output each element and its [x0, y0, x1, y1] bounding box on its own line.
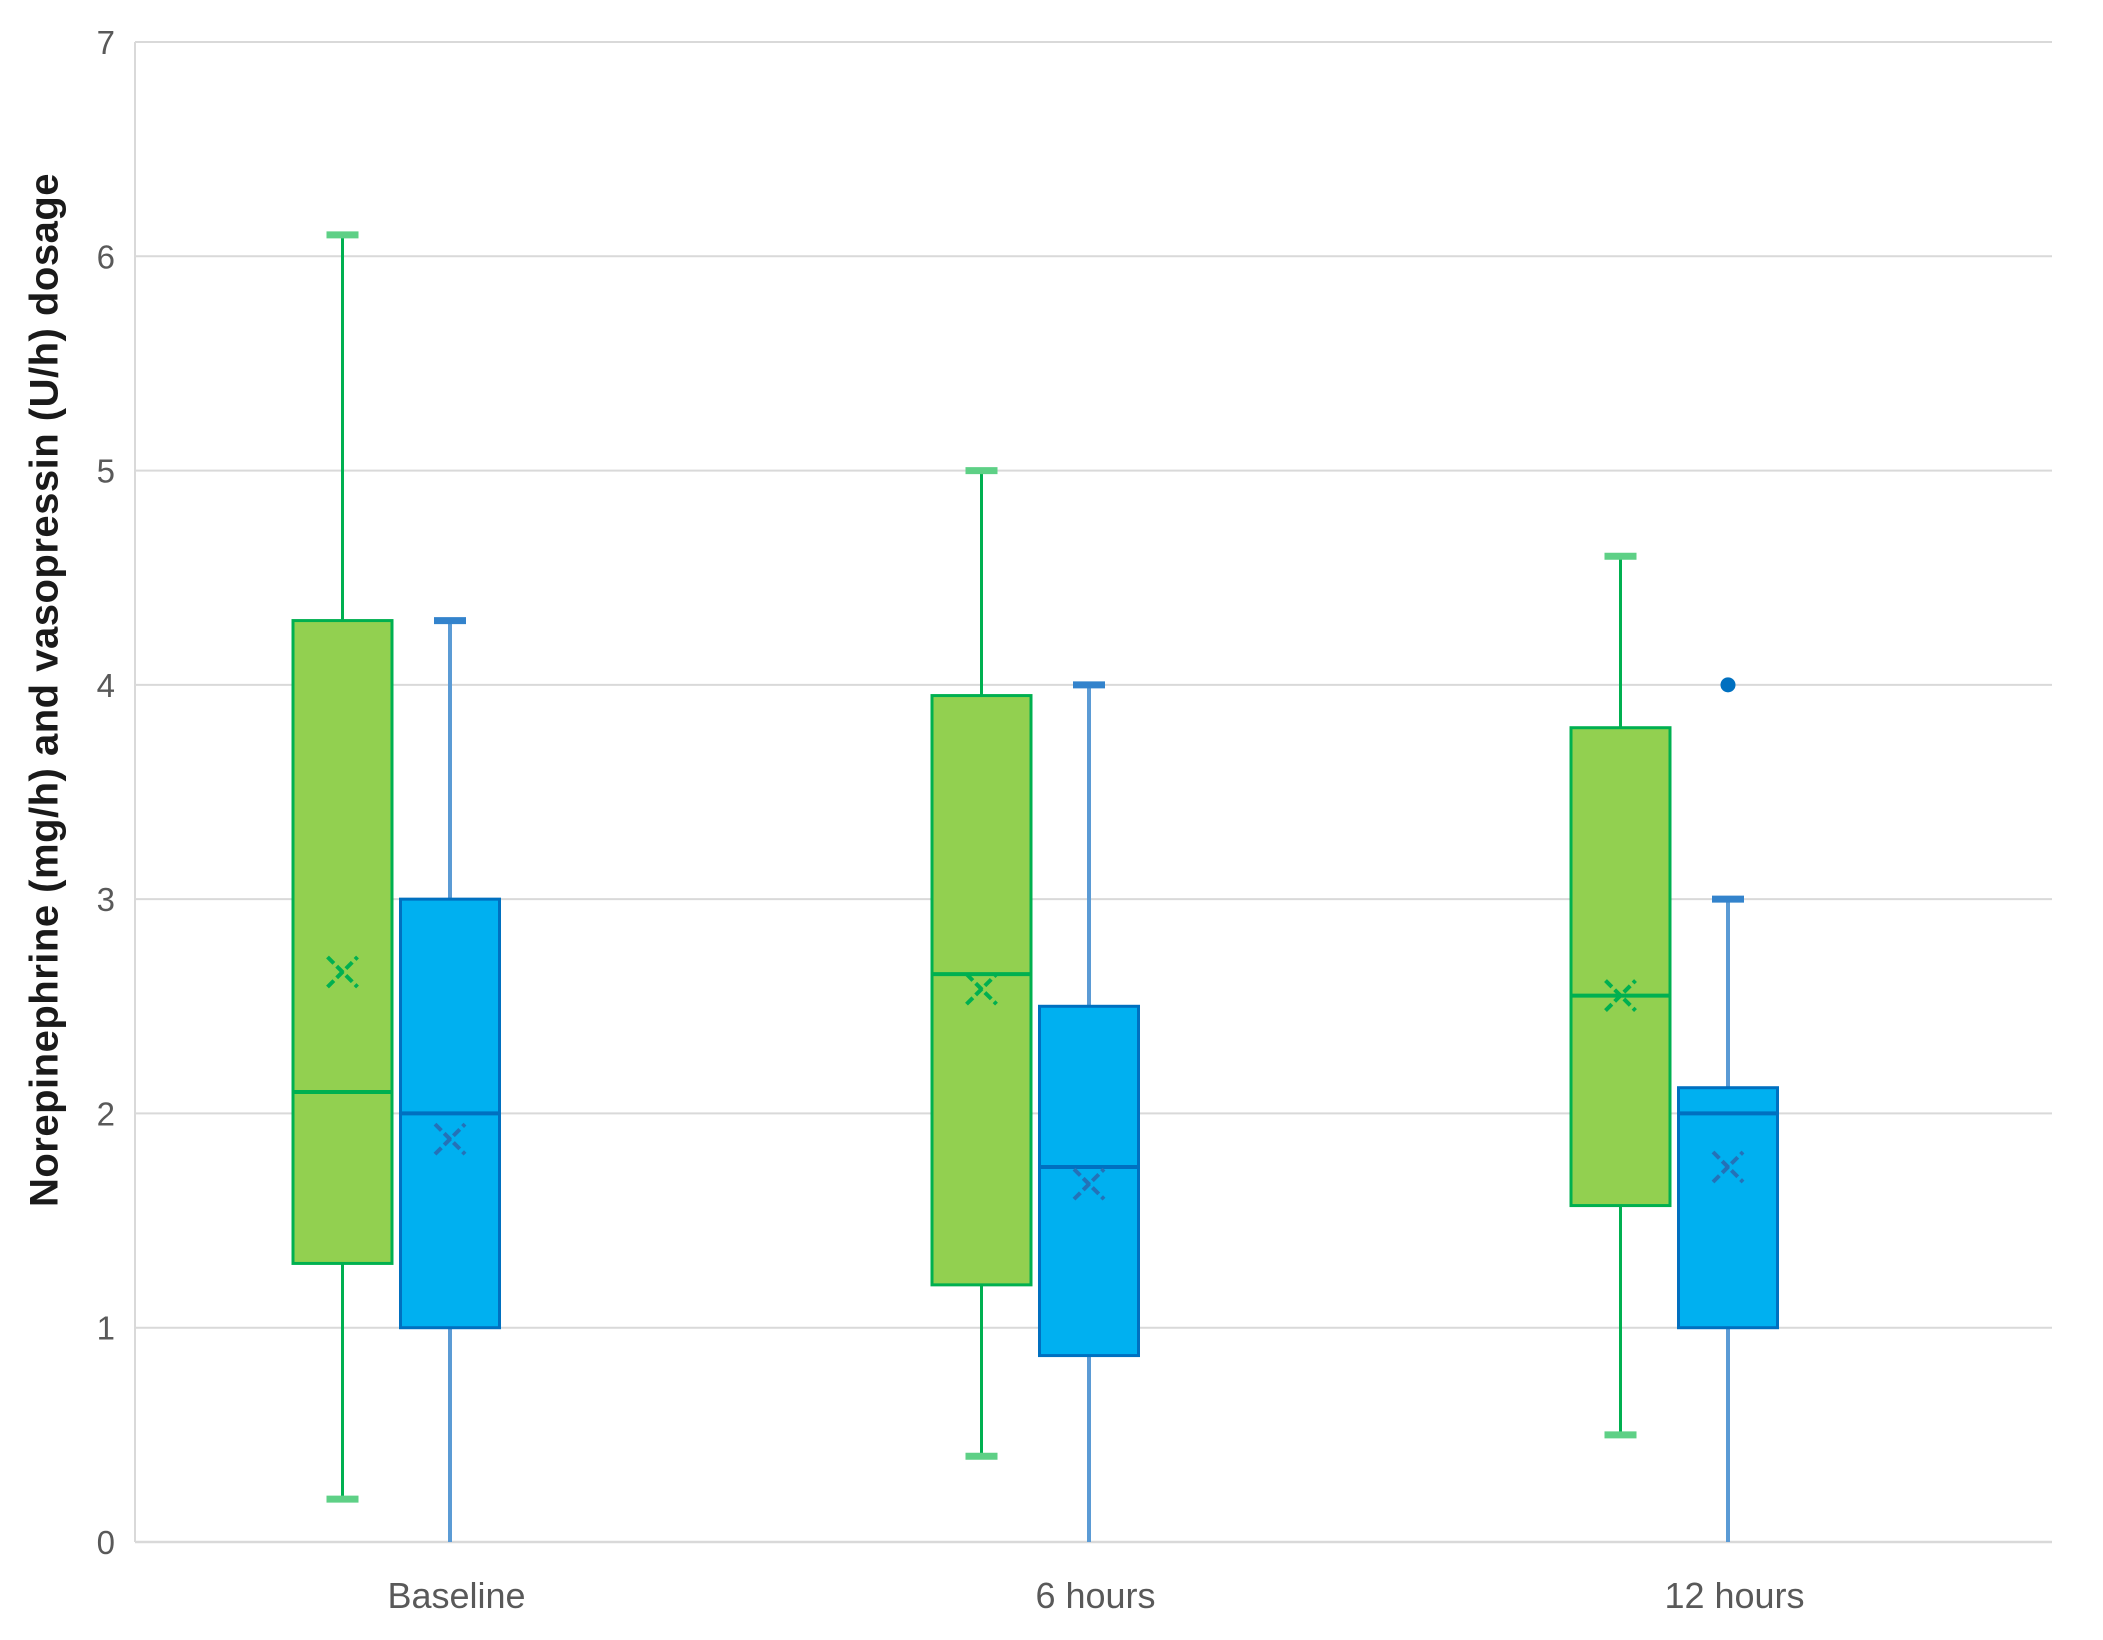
mean-marker-vasopressin-u-h-baseline — [433, 1122, 467, 1156]
box-vasopressin-u-h-12-hours — [1677, 1086, 1779, 1330]
box-norepinephrine-mg-h-12-hours — [1569, 726, 1672, 1208]
y-tick-label-3: 3 — [97, 881, 115, 918]
mean-marker-vasopressin-u-h-12-hours — [1711, 1150, 1745, 1184]
x-axis-label-baseline: Baseline — [387, 1575, 525, 1616]
y-tick-label-7: 7 — [97, 24, 115, 61]
y-tick-label-0: 0 — [97, 1524, 115, 1561]
mean-marker-norepinephrine-mg-h-12-hours — [1604, 979, 1637, 1012]
y-tick-label-5: 5 — [97, 453, 115, 490]
y-tick-label-2: 2 — [97, 1095, 115, 1132]
y-tick-label-4: 4 — [97, 667, 115, 704]
mean-marker-norepinephrine-mg-h-baseline — [326, 955, 359, 989]
x-axis-label-6-hours: 6 hours — [1035, 1575, 1155, 1616]
y-tick-label-1: 1 — [97, 1310, 115, 1347]
outlier-point-vasopressin-u-h-12-hours-0 — [1720, 677, 1736, 693]
box-norepinephrine-mg-h-baseline — [291, 619, 394, 1265]
box-vasopressin-u-h-6-hours — [1038, 1004, 1140, 1358]
mean-marker-vasopressin-u-h-6-hours — [1072, 1167, 1106, 1201]
mean-marker-norepinephrine-mg-h-6-hours — [965, 972, 998, 1006]
x-axis-label-12-hours: 12 hours — [1664, 1575, 1804, 1616]
y-tick-label-6: 6 — [97, 238, 115, 275]
